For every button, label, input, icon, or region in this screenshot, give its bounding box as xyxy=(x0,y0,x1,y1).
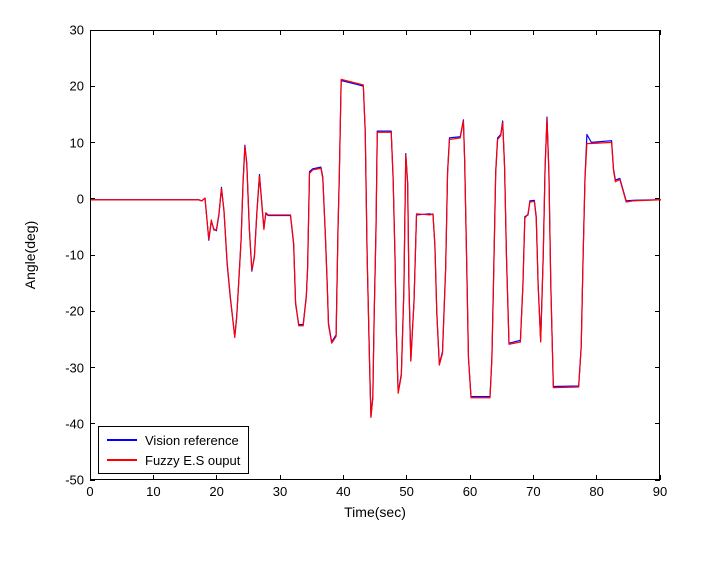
y-tick-label: -20 xyxy=(65,304,84,319)
x-tick xyxy=(406,475,407,480)
y-tick-label: -40 xyxy=(65,416,84,431)
y-axis-label: Angle(deg) xyxy=(22,221,38,290)
y-tick-label: 0 xyxy=(77,191,84,206)
y-tick-right xyxy=(655,423,660,424)
x-tick-label: 90 xyxy=(653,484,667,499)
y-tick xyxy=(90,480,95,481)
y-tick xyxy=(90,255,95,256)
y-tick xyxy=(90,367,95,368)
legend-item: Vision reference xyxy=(99,430,248,450)
legend-swatch xyxy=(107,439,137,441)
y-tick-right xyxy=(655,86,660,87)
x-tick-top xyxy=(596,30,597,35)
x-tick-label: 10 xyxy=(146,484,160,499)
series-layer xyxy=(91,31,661,481)
x-tick xyxy=(216,475,217,480)
y-tick-right xyxy=(655,367,660,368)
y-tick xyxy=(90,311,95,312)
x-tick-top xyxy=(470,30,471,35)
y-tick-right xyxy=(655,311,660,312)
legend-label: Vision reference xyxy=(145,433,239,448)
figure: Angle(deg) Time(sec) Vision reference Fuz… xyxy=(0,0,701,567)
x-tick-top xyxy=(90,30,91,35)
y-tick xyxy=(90,198,95,199)
y-tick-right xyxy=(655,142,660,143)
y-tick-label: -50 xyxy=(65,473,84,488)
x-tick-top xyxy=(533,30,534,35)
x-tick-top xyxy=(406,30,407,35)
x-tick-label: 70 xyxy=(526,484,540,499)
y-tick-right xyxy=(655,255,660,256)
x-tick xyxy=(596,475,597,480)
y-tick xyxy=(90,30,95,31)
x-tick-top xyxy=(153,30,154,35)
plot-area xyxy=(90,30,660,480)
x-tick-top xyxy=(216,30,217,35)
y-tick-label: 20 xyxy=(70,79,84,94)
x-tick-label: 30 xyxy=(273,484,287,499)
series-fuzzy-e-s-ouput xyxy=(91,79,661,417)
x-tick-top xyxy=(280,30,281,35)
x-axis-label: Time(sec) xyxy=(344,504,406,520)
x-tick-label: 80 xyxy=(589,484,603,499)
x-tick-label: 40 xyxy=(336,484,350,499)
legend-item: Fuzzy E.S ouput xyxy=(99,450,248,470)
x-tick xyxy=(470,475,471,480)
x-tick-top xyxy=(343,30,344,35)
y-tick xyxy=(90,86,95,87)
x-tick-label: 50 xyxy=(399,484,413,499)
y-tick-label: 30 xyxy=(70,23,84,38)
y-tick-label: -10 xyxy=(65,248,84,263)
x-tick xyxy=(533,475,534,480)
y-tick xyxy=(90,142,95,143)
x-tick xyxy=(280,475,281,480)
x-tick-label: 0 xyxy=(86,484,93,499)
x-tick-label: 20 xyxy=(209,484,223,499)
y-tick-right xyxy=(655,30,660,31)
x-tick xyxy=(343,475,344,480)
x-tick-label: 60 xyxy=(463,484,477,499)
y-tick-label: 10 xyxy=(70,135,84,150)
x-tick-top xyxy=(660,30,661,35)
legend-label: Fuzzy E.S ouput xyxy=(145,453,240,468)
legend: Vision reference Fuzzy E.S ouput xyxy=(98,426,249,474)
y-tick-right xyxy=(655,480,660,481)
y-tick-right xyxy=(655,198,660,199)
y-tick xyxy=(90,423,95,424)
legend-swatch xyxy=(107,459,137,461)
y-tick-label: -30 xyxy=(65,360,84,375)
x-tick xyxy=(153,475,154,480)
